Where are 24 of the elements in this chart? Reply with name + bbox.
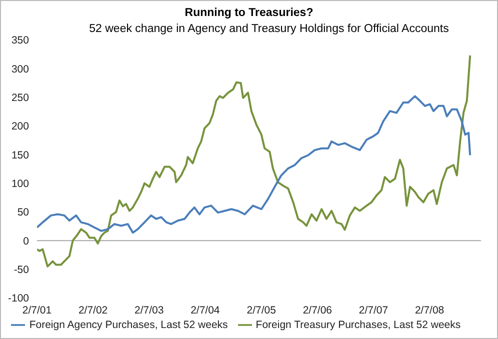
- y-tick-label: 0: [23, 235, 30, 248]
- x-tick-label: 2/7/08: [414, 304, 444, 316]
- chart-title: Running to Treasuries?: [184, 7, 314, 19]
- x-tick-label: 2/7/02: [78, 304, 108, 316]
- chart-subtitle: 52 week change in Agency and Treasury Holdings for Official Accounts: [88, 23, 450, 35]
- legend-label: Foreign Treasury Purchases, Last 52 weeks: [256, 318, 461, 331]
- y-tick-label: 200: [11, 120, 30, 133]
- x-tick-label: 2/7/04: [190, 304, 220, 316]
- y-tick-label: 150: [11, 149, 30, 162]
- x-tick-label: 2/7/05: [246, 304, 276, 316]
- y-tick-label: 350: [11, 34, 30, 47]
- y-tick-label: -100: [8, 292, 30, 305]
- y-tick-label: 300: [11, 63, 30, 76]
- y-tick-label: 250: [11, 92, 30, 104]
- y-tick-label: 100: [11, 178, 30, 190]
- x-tick-label: 2/7/03: [134, 304, 164, 316]
- x-tick-label: 2/7/07: [358, 304, 388, 316]
- line-series: [37, 95, 472, 234]
- legend-label: Foreign Agency Purchases, Last 52 weeks: [29, 318, 228, 331]
- y-tick-label: 50: [17, 206, 30, 219]
- y-tick-label: -50: [14, 264, 30, 276]
- line-series: [37, 54, 472, 268]
- x-tick-label: 2/7/06: [302, 304, 332, 316]
- x-tick-label: 2/7/01: [22, 304, 52, 316]
